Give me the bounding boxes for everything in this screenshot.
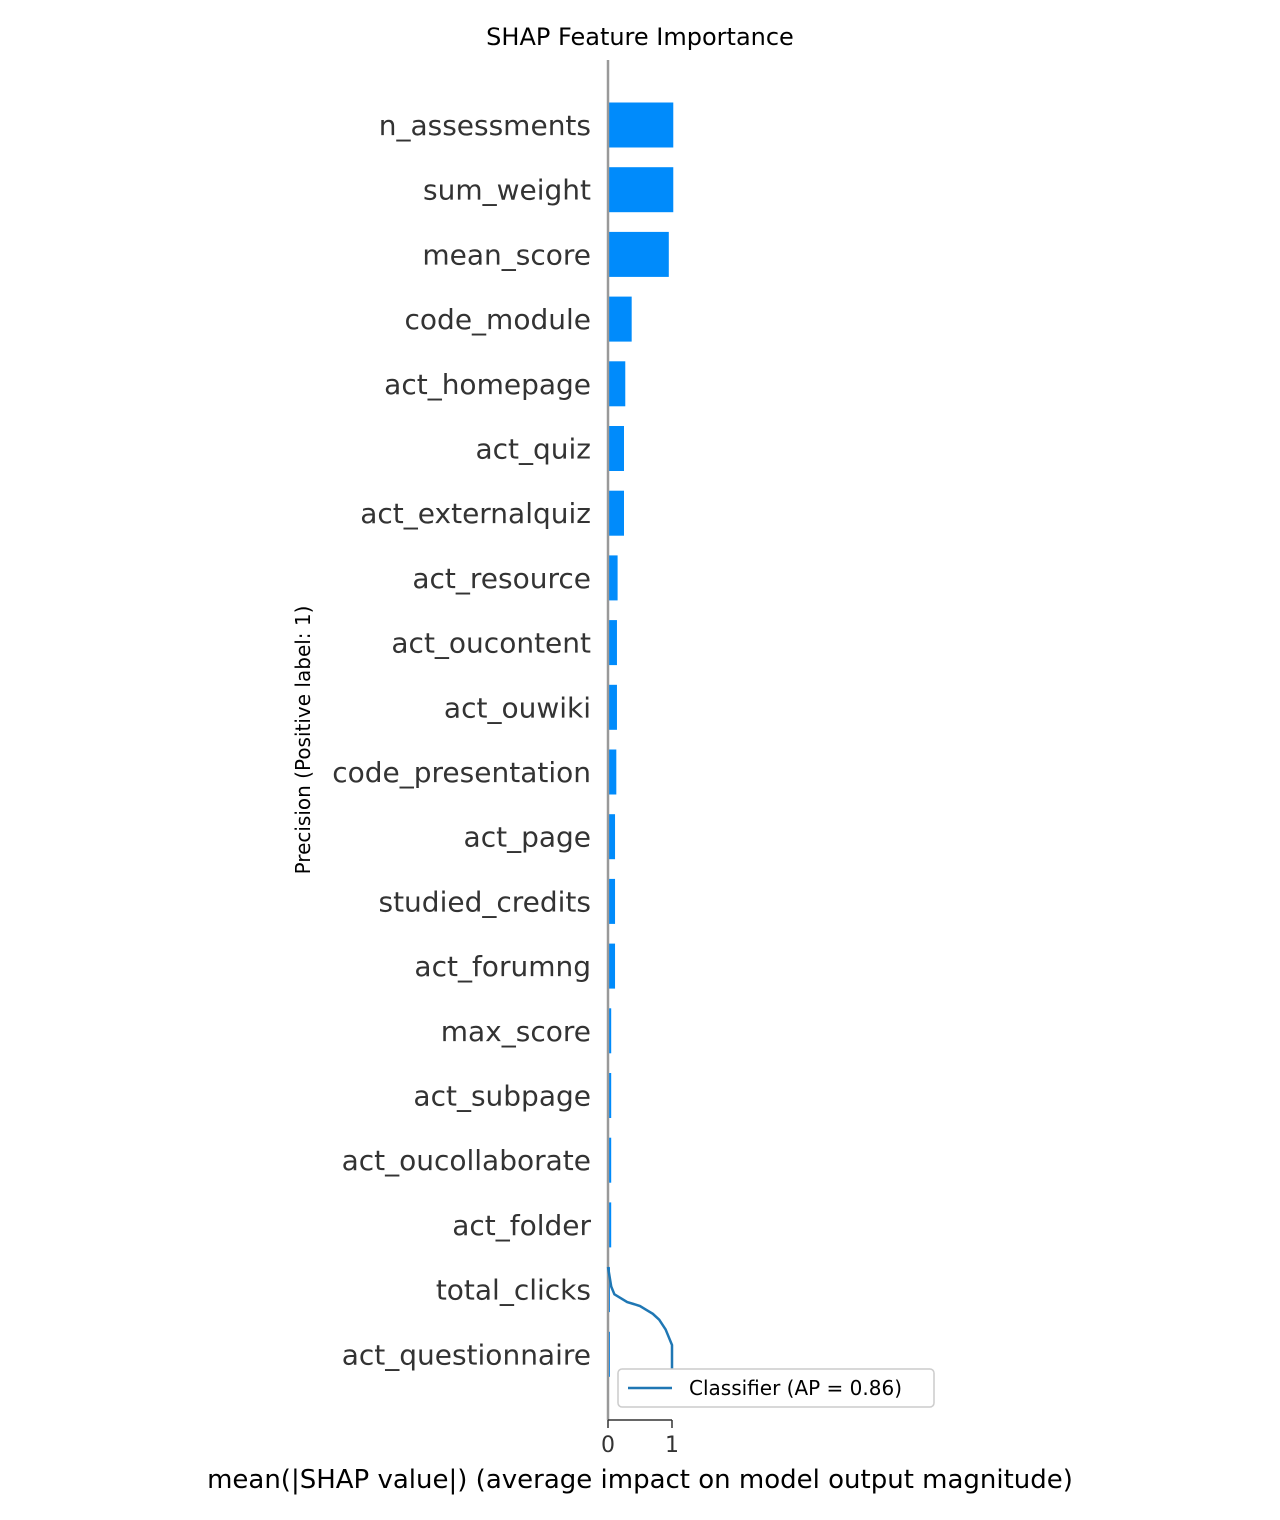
x-tick-label-0: 0 bbox=[601, 1433, 615, 1458]
category-label-act-homepage: act_homepage bbox=[384, 368, 591, 401]
bar-act-oucontent bbox=[608, 620, 617, 666]
category-label-total-clicks: total_clicks bbox=[436, 1274, 591, 1307]
category-label-act-ouwiki: act_ouwiki bbox=[444, 691, 591, 724]
category-label-act-oucollaborate: act_oucollaborate bbox=[342, 1144, 591, 1177]
precision-recall-curve bbox=[606, 1266, 674, 1396]
chart-title: SHAP Feature Importance bbox=[486, 23, 794, 51]
bar-act-resource bbox=[608, 555, 618, 601]
category-label-sum-weight: sum_weight bbox=[423, 174, 591, 207]
category-label-code-presentation: code_presentation bbox=[332, 756, 591, 789]
legend: Classifier (AP = 0.86) bbox=[617, 1368, 935, 1408]
category-label-act-forumng: act_forumng bbox=[414, 950, 591, 983]
bar-max-score bbox=[608, 1008, 612, 1054]
category-label-group: n_assessments sum_weight mean_score code_mo… bbox=[332, 109, 591, 1371]
bar-act-folder bbox=[608, 1202, 612, 1248]
bar-act-page bbox=[608, 814, 616, 860]
bar-studied-credits bbox=[608, 878, 616, 924]
bar-code-module bbox=[608, 296, 632, 342]
category-label-act-quiz: act_quiz bbox=[475, 433, 591, 466]
bar-group bbox=[608, 102, 674, 1377]
category-label-act-externalquiz: act_externalquiz bbox=[360, 497, 591, 530]
category-label-act-questionnaire: act_questionnaire bbox=[342, 1338, 591, 1371]
bar-act-quiz bbox=[608, 426, 624, 471]
bar-n-assessments bbox=[608, 102, 674, 148]
legend-label: Classifier (AP = 0.86) bbox=[689, 1376, 902, 1400]
category-label-mean-score: mean_score bbox=[422, 238, 591, 271]
category-label-studied-credits: studied_credits bbox=[378, 885, 591, 918]
bar-act-ouwiki bbox=[608, 684, 617, 730]
bar-act-homepage bbox=[608, 361, 626, 407]
category-label-act-subpage: act_subpage bbox=[413, 1080, 591, 1113]
category-label-n-assessments: n_assessments bbox=[379, 109, 591, 142]
y-axis-label: Precision (Positive label: 1) bbox=[291, 606, 315, 875]
category-label-code-module: code_module bbox=[405, 303, 591, 336]
bar-mean-score bbox=[608, 231, 669, 277]
bar-act-externalquiz bbox=[608, 490, 624, 536]
bar-code-presentation bbox=[608, 749, 617, 795]
x-axis-label: mean(|SHAP value|) (average impact on mo… bbox=[207, 1465, 1073, 1495]
bar-act-subpage bbox=[608, 1073, 612, 1118]
category-label-act-resource: act_resource bbox=[412, 562, 591, 595]
legend-box bbox=[617, 1368, 935, 1408]
bar-sum-weight bbox=[608, 167, 674, 213]
x-tick-label-1: 1 bbox=[665, 1433, 679, 1458]
bar-act-oucollaborate bbox=[608, 1137, 612, 1183]
category-label-max-score: max_score bbox=[441, 1015, 591, 1048]
category-label-act-folder: act_folder bbox=[452, 1209, 591, 1242]
bar-act-forumng bbox=[608, 943, 616, 989]
category-label-act-page: act_page bbox=[464, 821, 591, 854]
category-label-act-oucontent: act_oucontent bbox=[391, 627, 591, 660]
